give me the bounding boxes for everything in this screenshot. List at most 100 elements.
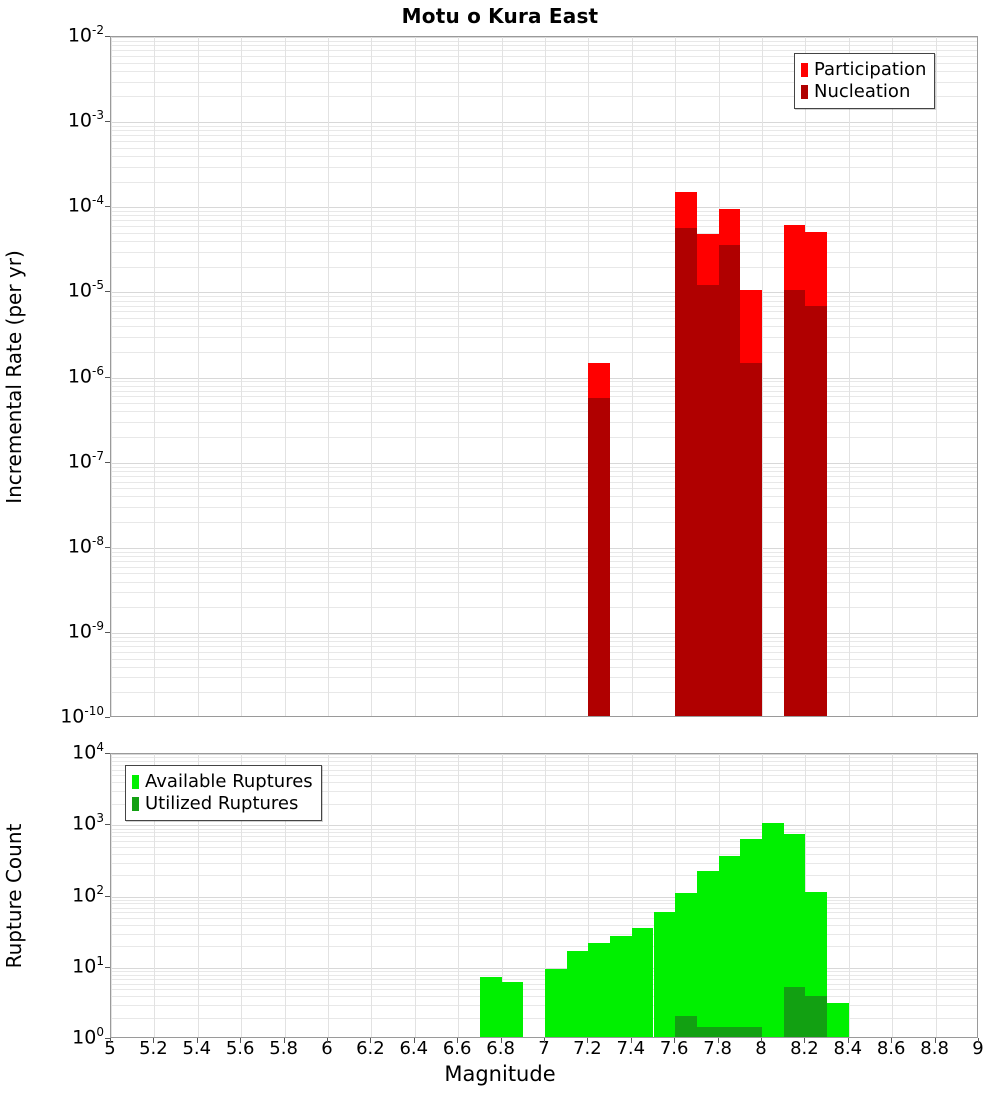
gridline-vertical [892, 754, 893, 1037]
bar-segment-inner [783, 290, 806, 716]
x-tick-label: 6.6 [442, 1038, 472, 1059]
x-tick-mark [848, 1038, 849, 1043]
gridline-minor [111, 300, 977, 302]
gridline-minor [111, 903, 977, 905]
gridline-minor [111, 147, 977, 149]
gridline-vertical [588, 754, 589, 1037]
x-tick-label: 5.8 [269, 1038, 298, 1059]
x-tick-label: 8 [755, 1038, 767, 1059]
gridline-minor [111, 181, 977, 183]
bar [631, 927, 654, 1037]
gridline-minor [111, 658, 977, 660]
bar-segment-inner [783, 987, 806, 1037]
bar [610, 936, 632, 1037]
gridline-minor [111, 765, 977, 767]
bar [740, 839, 762, 1037]
gridline-minor [111, 266, 977, 268]
bar-segment-outer [696, 870, 719, 1037]
y-tick-mark [105, 631, 110, 633]
gridline-minor [111, 130, 977, 132]
y-tick-mark [105, 291, 110, 293]
bar-segment-outer [631, 927, 654, 1037]
gridline-major [111, 377, 977, 379]
x-tick-label: 6.2 [356, 1038, 385, 1059]
gridline-minor [111, 466, 977, 468]
gridline-minor [111, 396, 977, 398]
bar-segment-inner [718, 1026, 741, 1037]
x-tick-mark [327, 1038, 328, 1043]
gridline-minor [111, 351, 977, 353]
gridline-vertical [371, 37, 372, 716]
bar [566, 951, 589, 1037]
y-tick-label-top: 10-2 [67, 23, 104, 47]
gridline-minor [111, 507, 977, 509]
y-tick-mark [105, 461, 110, 463]
gridline-minor [111, 791, 977, 793]
gridline-minor [111, 677, 977, 679]
gridline-minor [111, 974, 977, 976]
gridline-vertical [849, 754, 850, 1037]
gridline-vertical [241, 754, 242, 1037]
bar [675, 893, 697, 1037]
x-tick-mark [414, 1038, 415, 1043]
gridline-minor [111, 875, 977, 877]
x-tick-mark [978, 1038, 979, 1043]
gridline-minor [111, 296, 977, 298]
bar-segment-outer [588, 942, 611, 1037]
gridline-minor [111, 846, 977, 848]
gridline-minor [111, 555, 977, 557]
x-tick-label: 7.4 [616, 1038, 646, 1059]
x-tick-label: 8.8 [920, 1038, 949, 1059]
x-tick-mark [935, 1038, 936, 1043]
gridline-major [111, 754, 977, 755]
bar-segment-inner [675, 1015, 697, 1037]
gridline-minor [111, 769, 977, 771]
bar-segment-inner [696, 1026, 719, 1037]
gridline-minor [111, 651, 977, 653]
bar [696, 870, 719, 1037]
x-tick-mark [587, 1038, 588, 1043]
legend-item-row: Available Ruptures [132, 771, 313, 793]
gridline-vertical [458, 37, 459, 716]
bar-segment-inner [588, 397, 611, 716]
gridline-major [111, 122, 977, 124]
gridline-vertical [198, 37, 199, 716]
top-plot-area [111, 37, 977, 716]
gridline-minor [111, 646, 977, 648]
gridline-major [111, 825, 977, 827]
gridline-minor [111, 907, 977, 909]
x-tick-mark [631, 1038, 632, 1043]
bar [479, 976, 502, 1037]
gridline-minor [111, 560, 977, 562]
bar-segment-inner [740, 1026, 762, 1037]
bar [675, 191, 697, 716]
gridline-minor [111, 55, 977, 57]
gridline-minor [111, 475, 977, 477]
gridline-minor [111, 666, 977, 668]
bar-segment-outer [501, 981, 524, 1037]
bar-segment-inner [805, 306, 828, 716]
gridline-minor [111, 305, 977, 307]
gridline-vertical [371, 754, 372, 1037]
bar-segment-inner [805, 995, 828, 1037]
gridline-minor [111, 1005, 977, 1006]
gridline-vertical [502, 754, 503, 1037]
gridline-major [111, 967, 977, 969]
x-tick-label: 8.2 [790, 1038, 819, 1059]
gridline-major [111, 292, 977, 294]
bar [588, 363, 611, 716]
legend-item-row: Participation [801, 59, 926, 81]
gridline-minor [111, 566, 977, 568]
gridline-vertical [328, 37, 329, 716]
gridline-minor [111, 551, 977, 553]
gridline-vertical [892, 37, 893, 716]
x-tick-label: 7.6 [659, 1038, 689, 1059]
bar [696, 233, 719, 716]
gridline-vertical [154, 754, 155, 1037]
bar [653, 911, 676, 1037]
legend-item-swatch [801, 63, 808, 77]
bar [501, 981, 524, 1037]
legend-item-swatch [132, 775, 139, 789]
incremental-rate-plot: Participation Nucleation [110, 36, 978, 717]
gridline-vertical [241, 37, 242, 716]
